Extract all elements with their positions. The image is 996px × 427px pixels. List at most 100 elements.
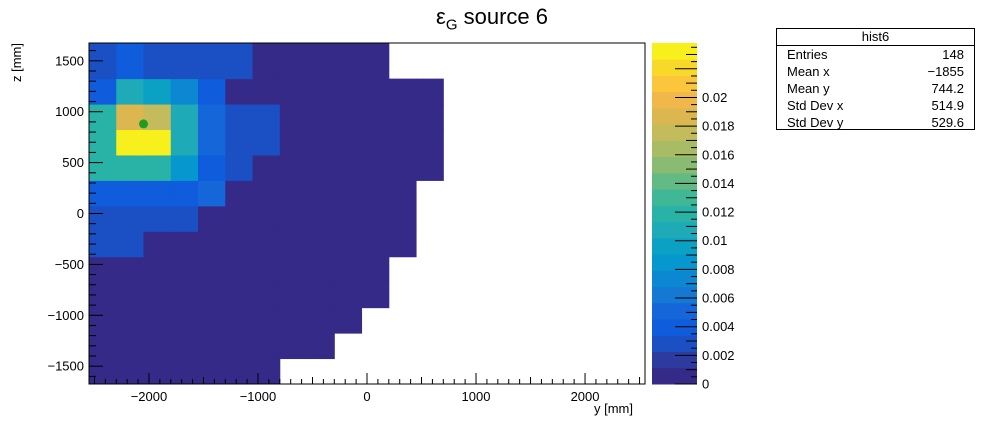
z-tick-label: 0.008: [702, 262, 735, 277]
z-tick-label: 0.016: [702, 147, 735, 162]
heatmap-cell: [116, 78, 145, 105]
marker-layer: [139, 119, 149, 129]
stats-label: Std Dev y: [787, 115, 844, 130]
heatmap-cell: [334, 43, 363, 80]
heatmap-cell: [170, 231, 199, 258]
heatmap-cell: [388, 129, 417, 156]
palette-swatch: [652, 75, 697, 93]
heatmap-cell: [279, 180, 308, 207]
heatmap-cell: [116, 333, 145, 360]
z-axis: 0 0.002 0.004 0.006 0.008 0.01 0.012 0.014 0.016…: [675, 46, 735, 392]
y-tick-label: 1000: [55, 104, 84, 119]
heatmap-cell: [198, 104, 226, 131]
heatmap-cell: [388, 205, 417, 232]
heatmap-cells: [89, 43, 444, 385]
palette-swatch: [652, 270, 697, 288]
heatmap-cell: [170, 129, 199, 156]
heatmap-cell: [170, 104, 199, 131]
palette-swatch: [652, 302, 697, 320]
palette-swatch: [652, 237, 697, 255]
heatmap-cell: [252, 180, 281, 207]
heatmap-cell: [416, 129, 444, 156]
heatmap-cell: [307, 307, 335, 334]
heatmap-cell: [170, 43, 199, 80]
heatmap-cell: [143, 104, 172, 131]
palette-swatch: [652, 156, 697, 174]
z-tick-label: 0.02: [702, 90, 727, 105]
heatmap-cell: [170, 205, 199, 232]
chart-title: εG source 6: [436, 4, 548, 33]
heatmap-cell: [170, 78, 199, 105]
heatmap-cell: [307, 78, 335, 105]
y-axis-label: z [mm]: [9, 43, 24, 82]
palette-swatch: [652, 107, 697, 125]
heatmap-cell: [225, 78, 254, 105]
heatmap-cell: [388, 104, 417, 131]
heatmap-cell: [225, 154, 254, 181]
y-tick-label: 500: [62, 155, 84, 170]
heatmap-cell: [225, 231, 254, 258]
heatmap-cell: [334, 256, 363, 283]
heatmap-cell: [143, 205, 172, 232]
heatmap-cell: [361, 231, 390, 258]
palette-swatch: [652, 205, 697, 223]
heatmap-cell: [89, 358, 117, 385]
heatmap-cell: [198, 256, 226, 283]
heatmap-cell: [225, 307, 254, 334]
mean-marker: [139, 119, 149, 129]
z-tick-label: 0.006: [702, 291, 735, 306]
stats-value: 514.9: [931, 98, 964, 113]
heatmap-cell: [116, 358, 145, 385]
stats-row-mean-x: Mean x −1855: [777, 63, 974, 80]
heatmap-cell: [170, 154, 199, 181]
palette-swatch: [652, 319, 697, 336]
stats-label: Entries: [787, 47, 828, 62]
heatmap-cell: [279, 282, 308, 309]
heatmap-cell: [252, 231, 281, 258]
heatmap-cell: [143, 78, 172, 105]
heatmap-cell: [225, 180, 254, 207]
stats-row-std-dev-x: Std Dev x 514.9: [777, 97, 974, 114]
heatmap-cell: [198, 358, 226, 385]
heatmap-cell: [279, 43, 308, 80]
heatmap-cell: [252, 282, 281, 309]
heatmap-cell: [252, 205, 281, 232]
heatmap-cell: [279, 333, 308, 360]
heatmap-cell: [416, 154, 444, 181]
heatmap-cell: [252, 256, 281, 283]
heatmap-cell: [307, 231, 335, 258]
palette-swatch: [652, 172, 697, 190]
heatmap-cell: [170, 282, 199, 309]
heatmap-cell: [388, 154, 417, 181]
heatmap-cell: [307, 43, 335, 80]
x-tick-label: −1000: [240, 389, 277, 404]
heatmap-cell: [198, 43, 226, 80]
heatmap-cell: [252, 358, 281, 385]
palette-swatch: [652, 43, 697, 60]
heatmap-cell: [198, 231, 226, 258]
heatmap-cell: [252, 333, 281, 360]
heatmap-cell: [252, 43, 281, 80]
heatmap-cell: [334, 129, 363, 156]
heatmap-cell: [143, 307, 172, 334]
heatmap-cell: [143, 180, 172, 207]
palette-swatch: [652, 286, 697, 304]
heatmap-cell: [334, 307, 363, 334]
heatmap-cell: [279, 256, 308, 283]
stats-label: Std Dev x: [787, 98, 844, 113]
heatmap-cell: [416, 104, 444, 131]
x-tick-label: 0: [363, 389, 370, 404]
heatmap-cell: [334, 180, 363, 207]
heatmap-cell: [116, 256, 145, 283]
heatmap-cell: [143, 333, 172, 360]
palette-swatch: [652, 59, 697, 76]
title-rest: source 6: [457, 4, 548, 29]
heatmap-cell: [198, 180, 226, 207]
heatmap-cell: [252, 129, 281, 156]
heatmap-cell: [89, 154, 117, 181]
heatmap-cell: [170, 333, 199, 360]
heatmap-cell: [279, 129, 308, 156]
heatmap-cell: [143, 43, 172, 80]
heatmap-cell: [116, 43, 145, 80]
heatmap-cell: [116, 307, 145, 334]
